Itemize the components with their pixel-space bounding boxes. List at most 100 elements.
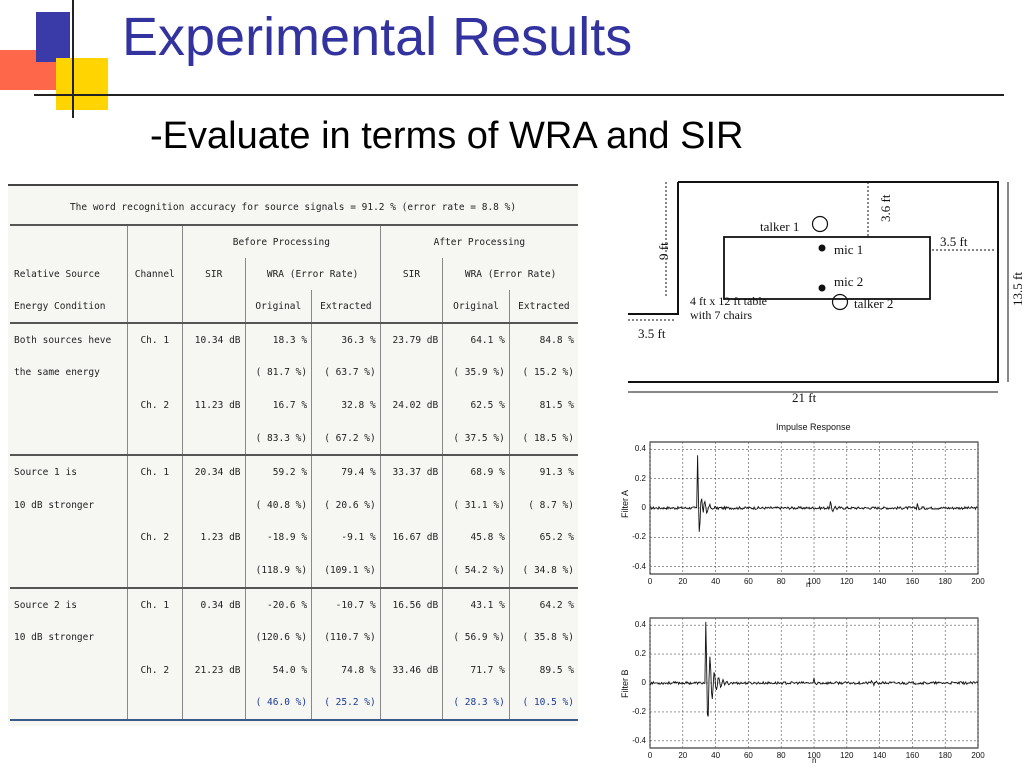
room-diagram-drawing [628, 181, 1009, 393]
table-cell [10, 554, 127, 588]
header-wra-before: WRA (Error Rate) [244, 258, 381, 290]
table-cell: 16.56 dB [379, 586, 443, 622]
plot-a-ytick-label: 0.2 [634, 473, 646, 483]
table-row: Ch. 2 21.23 dB 54.0 % 74.8 % 33.46 dB 71.7 % 8… [10, 653, 578, 687]
results-table-figure: The word recognition accuracy for source… [8, 184, 578, 726]
label-dim-3-5-ft-left: 3.5 ft [638, 326, 666, 341]
plot-b-xtick-label: 60 [743, 751, 753, 760]
plot-b-xlabel: n [812, 756, 817, 765]
header-original-before: Original [244, 290, 312, 323]
table-cell: ( 10.5 %) [508, 686, 578, 722]
table-cell: -18.9 % [244, 521, 312, 555]
plot-b-xtick-label: 80 [776, 751, 786, 760]
table-cell: (110.7 %) [311, 621, 381, 654]
title-divider-line [34, 94, 1004, 96]
label-talker-1: talker 1 [760, 219, 800, 234]
slide-title: Experimental Results [122, 7, 633, 67]
table-header-row: Relative Source Channel SIR WRA (Error R… [10, 258, 578, 290]
header-extracted-after: Extracted [508, 290, 578, 323]
table-cell: (109.1 %) [311, 554, 381, 588]
table-row: Ch. 2 1.23 dB -18.9 % -9.1 % 16.67 dB 45.8 % 6… [10, 521, 578, 555]
impulse-plot-filter-a: Impulse Response Filter A n 0.4 0.2 0 -0.2-… [604, 420, 1004, 592]
table-cell [379, 686, 443, 722]
table-cell: ( 28.3 %) [442, 686, 510, 722]
table-header-row: Energy Condition Original Extracted Orig… [10, 290, 578, 323]
table-cell: the same energy [14, 367, 100, 379]
header-wra-after: WRA (Error Rate) [442, 258, 578, 290]
table-row: Source 2 is Ch. 1 0.34 dB -20.6 % -10.7 % 16.… [10, 586, 578, 622]
header-channel: Channel [126, 258, 183, 290]
table-cell: ( 15.2 %) [508, 356, 578, 390]
plot-b-xtick-label: 40 [711, 751, 721, 760]
table-cell [10, 422, 127, 456]
results-table: Before Processing After Processing Relat… [10, 224, 578, 722]
table-cell: 45.8 % [442, 521, 510, 555]
table-cell [10, 686, 128, 722]
plot-a-xtick-label: 80 [776, 577, 786, 586]
table-cell [10, 389, 127, 422]
table-row: 10 dB stronger (120.6 %) (110.7 %) ( 56.9 %… [10, 621, 578, 654]
table-cell: ( 35.9 %) [442, 356, 510, 390]
header-sir-after: SIR [379, 258, 443, 290]
table-row: Both sources heve Ch. 1 10.34 dB 18.3 % 36.3… [10, 322, 578, 357]
table-cell: ( 37.5 %) [442, 421, 510, 456]
plot-a-title: Impulse Response [776, 422, 851, 432]
table-cell: ( 25.2 %) [311, 686, 381, 722]
header-relative-source: Relative Source [14, 268, 100, 280]
plot-a-drawing [649, 441, 979, 575]
table-cell: ( 81.7 %) [244, 356, 312, 390]
room-layout-diagram: talker 1 mic 1 mic 2 talker 2 4 ft x 12 … [620, 178, 1024, 408]
mic-1-icon [818, 244, 826, 252]
plot-a-waveform [649, 455, 979, 532]
table-cell: 62.5 % [442, 389, 510, 422]
table-cell [126, 621, 183, 654]
table-cell: ( 67.2 %) [311, 421, 381, 456]
table-cell: 1.23 dB [181, 521, 246, 555]
table-cell: ( 40.8 %) [244, 488, 312, 522]
table-cell: 11.23 dB [181, 389, 246, 422]
table-cell: 89.5 % [508, 653, 578, 687]
table-row: Source 1 is Ch. 1 20.34 dB 59.2 % 79.4 % 33.3… [10, 454, 578, 489]
table-cell: ( 63.7 %) [311, 356, 381, 390]
label-mic-1: mic 1 [834, 242, 864, 257]
table-cell: (118.9 %) [244, 554, 312, 588]
slide-subtitle: -Evaluate in terms of WRA and SIR [150, 115, 744, 157]
table-cell: ( 83.3 %) [244, 421, 312, 456]
plot-b-waveform [649, 621, 979, 717]
table-row: 10 dB stronger ( 40.8 %)( 20.6 %) ( 31.1 %… [10, 488, 578, 522]
decor-vertical-line [72, 0, 74, 118]
header-extracted-before: Extracted [311, 290, 381, 323]
table-cell: 65.2 % [508, 521, 578, 555]
plot-a-xtick-label: 180 [938, 577, 952, 586]
table-cell: Both sources heve [10, 322, 128, 357]
label-dim-3-5-ft-right: 3.5 ft [940, 234, 968, 249]
plot-b-xtick-label: 140 [872, 751, 887, 760]
plot-a-xtick-label: 200 [971, 577, 985, 586]
table-cell: 10.34 dB [181, 322, 246, 357]
plot-a-ytick-label: 0 [641, 503, 646, 512]
plot-b-xtick-label: 180 [938, 751, 952, 760]
table-cell [10, 522, 127, 555]
table-cell: 16.67 dB [379, 521, 443, 555]
table-cell: Ch. 2 [126, 389, 183, 422]
table-cell: 33.37 dB [379, 454, 443, 489]
table-cell: 16.7 % [244, 389, 312, 422]
plot-a-xtick-label: 20 [678, 577, 688, 586]
table-cell: 64.1 % [442, 322, 510, 357]
header-original-after: Original [442, 290, 510, 323]
table-cell: ( 31.1 %) [442, 488, 510, 522]
plot-a-xlabel: n [806, 580, 811, 589]
label-table-chairs: with 7 chairs [690, 308, 752, 322]
label-dim-13-5-ft: 13.5 ft [1010, 272, 1024, 306]
table-cell [126, 421, 183, 456]
table-cell [126, 686, 183, 722]
table-header-row: Before Processing After Processing [10, 224, 578, 258]
table-cell [181, 421, 246, 456]
table-cell: -20.6 % [244, 586, 312, 622]
header-energy-condition: Energy Condition [14, 300, 106, 312]
plot-a-ytick-label: 0.4 [634, 444, 646, 454]
impulse-plot-filter-b: Filter B n 0.4 0.2 0 -0.2 -0.4 0 20 40 60 80 100 12… [604, 606, 1004, 768]
table-cell [126, 488, 183, 522]
plot-a-xtick-label: 40 [711, 577, 721, 586]
table-cell [379, 356, 443, 390]
